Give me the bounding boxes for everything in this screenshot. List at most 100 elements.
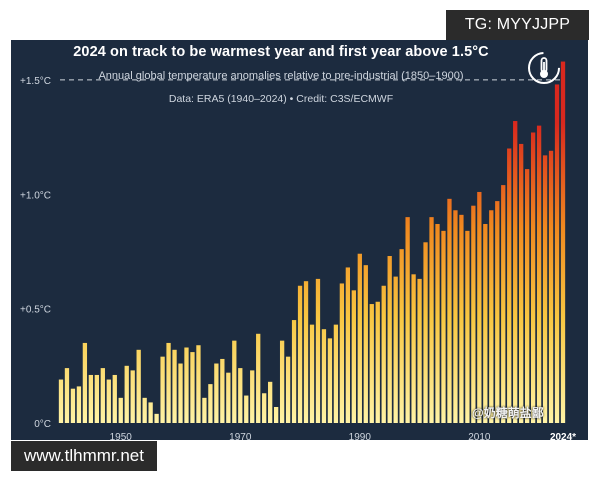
x-tick-label: 1990 [349, 432, 372, 440]
watermark-top: TG: MYYJJPP [446, 10, 589, 40]
bar-1992 [369, 304, 374, 423]
chart-subtitle: Annual global temperature anomalies rela… [98, 70, 464, 82]
bar-1988 [345, 267, 351, 423]
bar-1994 [381, 285, 386, 423]
bar-1991 [363, 265, 368, 423]
bar-1947 [100, 368, 105, 423]
bar-1950 [118, 397, 123, 423]
bar-1956 [154, 413, 159, 423]
bar-1959 [172, 349, 177, 423]
bar-1965 [208, 384, 213, 423]
bar-1975 [268, 381, 273, 423]
bar-1995 [387, 256, 392, 423]
y-tick-label: +1.5°C [20, 76, 51, 87]
bar-1948 [106, 379, 111, 423]
bar-1969 [232, 340, 237, 423]
bar-1976 [273, 406, 279, 423]
bar-1945 [88, 374, 94, 423]
x-tick-label: 1970 [229, 432, 252, 440]
bar-1993 [375, 301, 380, 423]
bar-1940 [58, 379, 64, 423]
bar-2005 [447, 198, 452, 423]
bar-1957 [160, 356, 165, 423]
bar-1973 [256, 333, 261, 423]
y-tick-label: +0.5°C [20, 305, 51, 316]
bar-2007 [459, 214, 464, 423]
bar-2021 [542, 155, 548, 424]
bar-1949 [112, 374, 117, 423]
bar-2003 [435, 223, 440, 423]
bar-2017 [519, 143, 524, 423]
thermometer-globe-icon [528, 52, 560, 84]
bar-1967 [220, 358, 225, 423]
bar-2012 [489, 210, 494, 423]
bar-1997 [399, 249, 404, 423]
bar-1980 [297, 285, 303, 423]
bar-1951 [124, 365, 129, 423]
bar-1981 [303, 281, 309, 423]
bar-1961 [184, 347, 189, 423]
bar-1968 [226, 372, 231, 423]
bar-1979 [291, 320, 297, 423]
bar-2004 [441, 230, 446, 423]
bar-chart: 0°C +0.5°C +1.0°C +1.5°C 1950 1970 1990 2010 20… [20, 61, 576, 440]
bar-2011 [483, 223, 488, 423]
bar-1955 [148, 402, 153, 423]
bar-1984 [321, 329, 327, 423]
x-tick-label: 2010 [468, 432, 491, 440]
y-tick-label: +1.0°C [20, 190, 51, 201]
bar-1952 [130, 370, 135, 423]
bar-1985 [327, 338, 333, 423]
bar-2000 [417, 278, 422, 423]
bar-1941 [64, 368, 70, 423]
bar-1964 [202, 397, 207, 423]
bar-1987 [339, 283, 345, 423]
bar-1943 [76, 386, 82, 423]
y-tick-label: 0°C [34, 419, 51, 430]
bar-1971 [244, 395, 249, 423]
bar-1977 [279, 340, 285, 423]
bar-1954 [142, 397, 147, 423]
bar-2008 [465, 230, 470, 423]
bar-1972 [250, 370, 255, 423]
chart-title: 2024 on track to be warmest year and fir… [73, 44, 489, 60]
bar-2022 [548, 150, 554, 423]
bar-1982 [309, 324, 315, 423]
bar-1986 [333, 324, 339, 423]
bar-1999 [411, 274, 416, 423]
bar-2014 [501, 185, 506, 423]
bar-2015 [507, 148, 512, 423]
bar-2020 [536, 125, 542, 424]
bar-1974 [262, 393, 267, 423]
bar-1966 [214, 363, 219, 423]
watermark-bottom: www.tlhmmr.net [11, 441, 157, 471]
bar-1978 [285, 356, 291, 423]
watermark-cn: @奶糖萌盐鄙 [472, 406, 544, 420]
bar-2006 [453, 210, 458, 423]
bar-2024 [560, 61, 566, 423]
bar-1990 [357, 253, 362, 423]
bar-1996 [393, 276, 398, 423]
bar-2009 [471, 205, 476, 423]
bar-2010 [477, 191, 482, 423]
bar-1983 [315, 278, 321, 423]
chart-source: Data: ERA5 (1940–2024) • Credit: C3S/ECM… [168, 93, 394, 105]
bar-1946 [94, 374, 99, 423]
bar-2001 [423, 242, 428, 423]
bar-1989 [351, 290, 356, 423]
bar-2016 [513, 121, 518, 424]
x-tick-label: 2024* [550, 432, 576, 440]
bar-1958 [166, 342, 171, 423]
bar-2023 [554, 84, 560, 423]
bar-1998 [405, 217, 410, 424]
bar-1963 [196, 345, 201, 423]
bar-1953 [136, 349, 141, 423]
bar-1962 [190, 352, 195, 423]
bar-1970 [238, 368, 243, 423]
bar-1944 [82, 342, 88, 423]
bar-2002 [429, 217, 434, 424]
bar-2018 [525, 169, 530, 423]
bar-2019 [530, 132, 536, 423]
bar-2013 [495, 201, 500, 423]
bar-1960 [178, 363, 183, 423]
